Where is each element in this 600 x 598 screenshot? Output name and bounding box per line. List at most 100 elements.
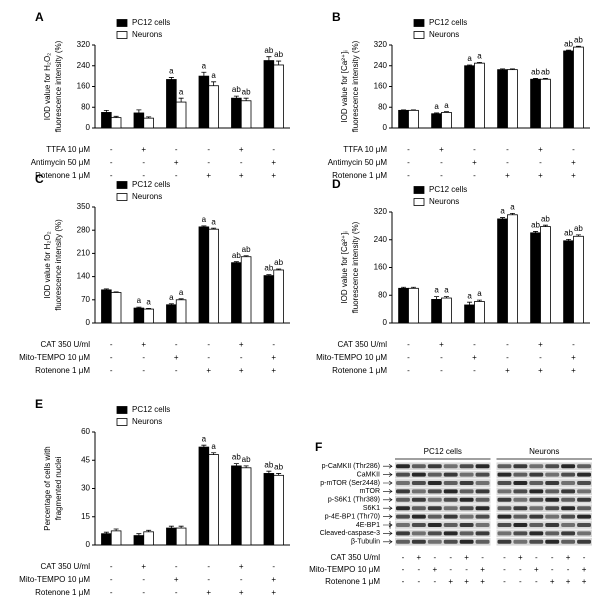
treatment-sign: - [506, 353, 509, 362]
blot-band [411, 506, 426, 511]
treatment-sign: - [583, 553, 586, 562]
blot-band [427, 514, 442, 519]
significance-letter: ab [564, 229, 573, 238]
treatment-sign: + [448, 577, 453, 586]
significance-letter: a [500, 207, 505, 216]
blot-band [545, 464, 560, 469]
bar [408, 287, 419, 324]
significance-letter: a [137, 296, 142, 305]
legend-label: Neurons [429, 30, 459, 39]
blot-band [396, 523, 410, 527]
treatment-sign: - [272, 145, 275, 154]
legend-swatch [413, 31, 425, 39]
treatment-label: Mito-TEMPO 10 μM [316, 353, 387, 362]
significance-letter: ab [274, 463, 283, 472]
y-tick-label: 160 [374, 82, 388, 91]
blot-band [396, 489, 410, 494]
significance-letter: a [434, 102, 439, 111]
arrow [383, 522, 393, 528]
bar [231, 262, 242, 324]
treatment-label: CAT 350 U/ml [338, 340, 388, 349]
significance-letter: a [169, 67, 174, 76]
significance-letter: ab [541, 68, 550, 77]
bar [231, 97, 242, 129]
error-bar [168, 77, 174, 80]
treatment-sign: - [503, 553, 506, 562]
error-bar [575, 234, 581, 237]
y-tick-label: 240 [374, 235, 388, 244]
bar [441, 112, 452, 129]
blot-background [395, 470, 491, 479]
bar [398, 287, 409, 324]
bar [198, 226, 210, 324]
treatment-label: Mito-TEMPO 10 μM [19, 575, 90, 584]
treatment-sign: + [505, 171, 510, 180]
treatment-sign: - [402, 553, 405, 562]
bar [474, 62, 485, 129]
treatment-sign: + [472, 158, 477, 167]
error-bar [542, 78, 548, 80]
error-bar [103, 288, 109, 290]
significance-letter: ab [232, 251, 241, 260]
bar [464, 304, 475, 324]
treatment-sign: - [551, 565, 554, 574]
blot-band [513, 506, 528, 511]
blot-band [577, 489, 591, 494]
bar [408, 109, 419, 129]
blot-band [577, 514, 591, 519]
treatment-sign: - [207, 353, 210, 362]
legend-swatch [116, 181, 128, 189]
treatment-sign: + [480, 565, 485, 574]
blot-band [577, 464, 591, 469]
bar [530, 232, 541, 324]
bar [133, 112, 145, 129]
significance-letter: a [444, 101, 449, 110]
treatment-sign: - [506, 158, 509, 167]
treatment-sign: - [110, 575, 113, 584]
significance-letter: ab [531, 221, 540, 230]
bar [208, 85, 219, 129]
treatment-sign: + [141, 145, 146, 154]
blot-band [529, 523, 544, 527]
treatment-sign: + [239, 340, 244, 349]
blot-band [427, 539, 442, 544]
error-bar [146, 308, 152, 310]
treatment-sign: - [433, 553, 436, 562]
blot-band [427, 472, 442, 477]
blot-band [411, 497, 426, 502]
blot-background [496, 479, 592, 487]
treatment-sign: + [472, 353, 477, 362]
y-tick-label: 15 [81, 512, 90, 521]
treatment-sign: - [110, 145, 113, 154]
blot-band [396, 472, 410, 477]
y-tick-label: 80 [81, 102, 90, 111]
treatment-sign: + [505, 366, 510, 375]
blot-band [443, 472, 458, 477]
bar [431, 299, 442, 324]
blot-band [497, 481, 512, 485]
treatment-label: Mito-TEMPO 10 μM [309, 565, 380, 574]
treatment-label: Rotenone 1 μM [35, 588, 90, 597]
treatment-sign: - [272, 562, 275, 571]
blot-band [475, 489, 490, 494]
treatment-sign: - [142, 353, 145, 362]
group-label: Neurons [529, 447, 559, 456]
blot-background [395, 512, 491, 521]
blot-band [529, 514, 544, 519]
legend-label: Neurons [132, 417, 162, 426]
blot-band [443, 489, 458, 494]
error-bar [211, 227, 217, 230]
arrow [383, 472, 393, 477]
blot-band [411, 481, 426, 485]
blot-background [395, 504, 491, 512]
blot-band [443, 497, 458, 502]
error-bar [467, 301, 473, 305]
blot-band [443, 481, 458, 485]
bar [175, 299, 187, 324]
treatment-sign: - [503, 577, 506, 586]
blot-band [513, 539, 528, 544]
blot-band [561, 531, 576, 536]
significance-letter: a [211, 71, 216, 80]
treatment-sign: + [271, 353, 276, 362]
isoform-label: γ [389, 520, 391, 524]
